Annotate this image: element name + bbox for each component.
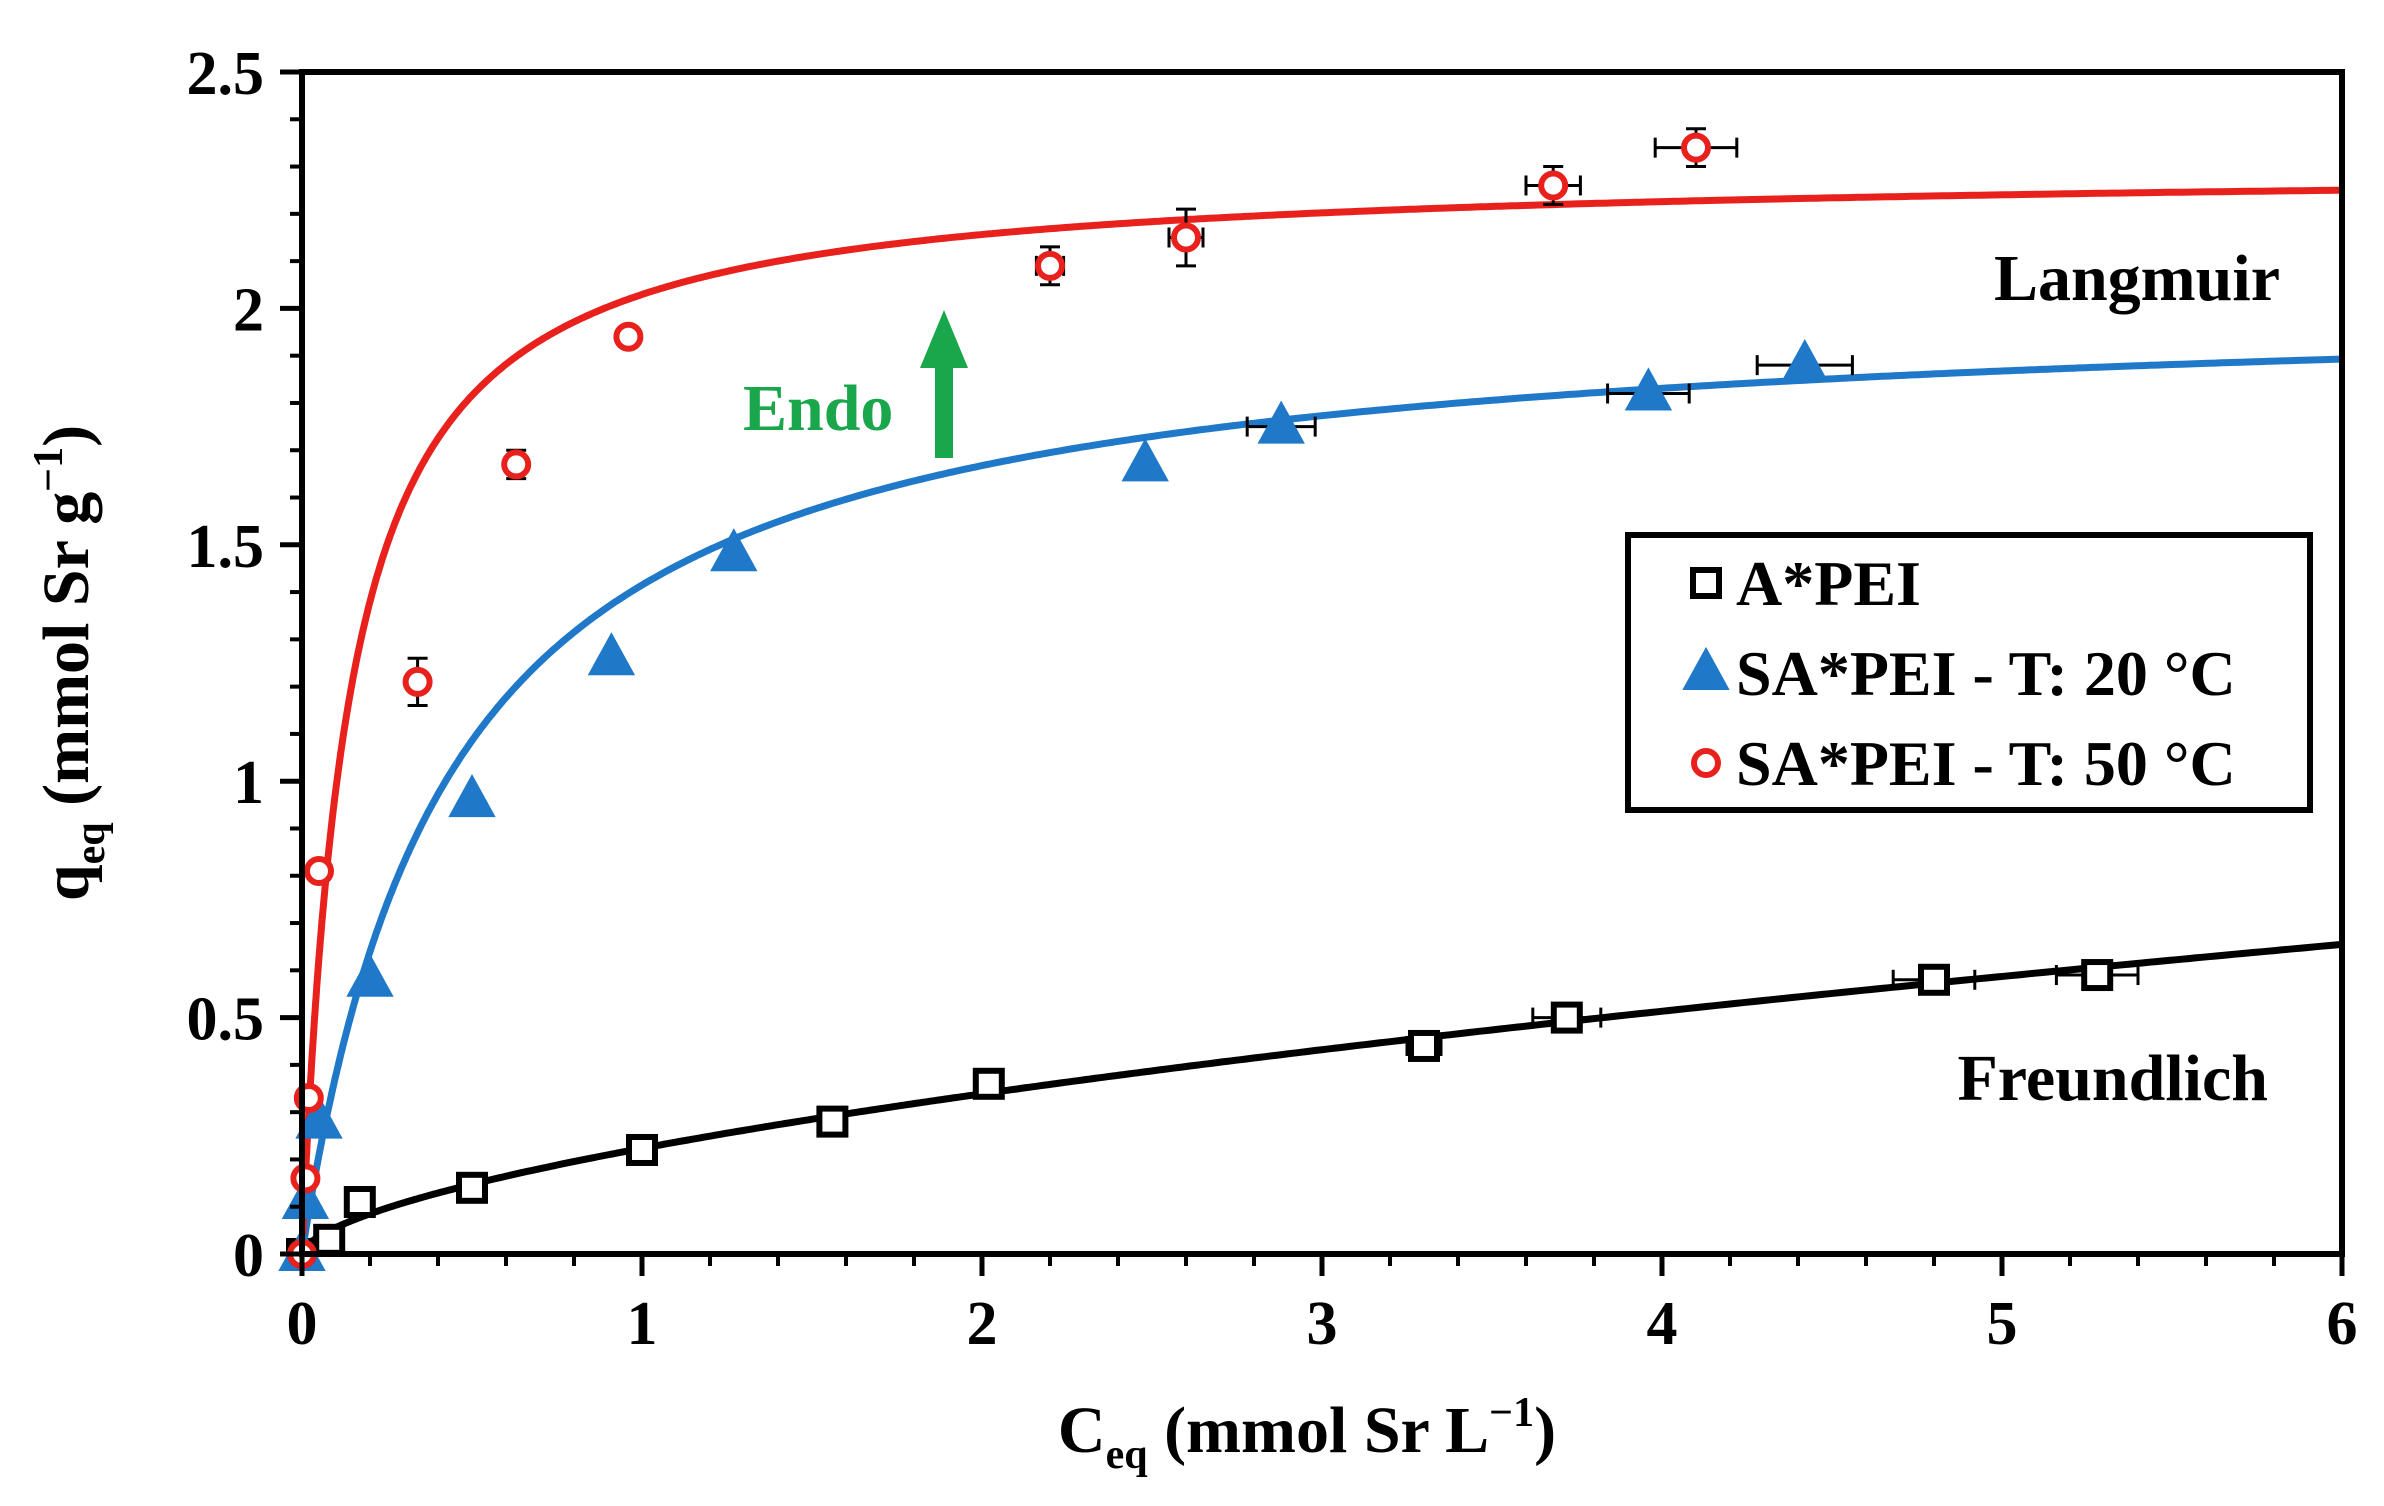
apei-data-point xyxy=(456,1171,488,1204)
apei-data-point xyxy=(2081,959,2114,992)
sapei-50c-data-point xyxy=(613,321,644,352)
legend-box xyxy=(1625,532,2313,813)
sapei-50c-data-point xyxy=(402,666,433,697)
x-tick-label: 2 xyxy=(967,1290,998,1358)
legend-label-sapei-50: SA*PEI - T: 50 °C xyxy=(1736,728,2236,799)
x-tick-label: 6 xyxy=(2327,1290,2358,1358)
y-tick-label: 0 xyxy=(233,1222,264,1290)
x-axis-ticks: 0 1 2 3 4 5 6 xyxy=(287,1254,2358,1358)
apei-data-point xyxy=(1918,963,1950,996)
data-markers xyxy=(278,132,2114,1271)
sapei-50c-data-point xyxy=(501,449,532,480)
x-tick-label: 0 xyxy=(287,1290,318,1358)
x-tick-label: 3 xyxy=(1307,1290,1338,1358)
sapei-20c-data-point xyxy=(1624,367,1673,411)
y-tick-label: 1 xyxy=(233,749,264,817)
y-tick-label: 1.5 xyxy=(187,513,265,581)
apei-data-point xyxy=(626,1133,658,1166)
sapei-50c-data-point xyxy=(290,1163,321,1194)
y-tick-label: 0.5 xyxy=(187,986,265,1054)
sapei-20c-data-point xyxy=(1121,438,1169,482)
legend-label-sapei-20: SA*PEI - T: 20 °C xyxy=(1736,638,2236,709)
y-tick-label: 2 xyxy=(233,276,264,344)
legend-markers xyxy=(1682,567,1730,778)
endo-arrow-icon xyxy=(920,310,968,458)
legend-label-apei: A*PEI xyxy=(1736,548,1921,619)
legend-circle-icon xyxy=(1691,748,1721,778)
sapei-50c-data-point xyxy=(1538,170,1569,201)
y-axis-title: qeq (mmol Sr g−1) xyxy=(26,425,114,901)
sapei-50c-data-point xyxy=(1035,250,1065,281)
langmuir-fit-line xyxy=(298,186,2343,1254)
y-tick-label: 2.5 xyxy=(187,40,265,108)
apei-data-point xyxy=(816,1105,849,1138)
endo-arrow-head xyxy=(920,310,968,368)
apei-data-point xyxy=(972,1067,1005,1100)
apei-data-point xyxy=(343,1185,376,1218)
sapei-20c-data-point xyxy=(346,953,394,997)
sapei-50c-data-point xyxy=(1171,222,1201,253)
x-tick-label: 5 xyxy=(1987,1290,2018,1358)
x-tick-label: 1 xyxy=(627,1290,658,1358)
apei-data-point xyxy=(1408,1029,1440,1062)
sapei-20c-data-point xyxy=(448,774,496,818)
sapei-50c-data-point xyxy=(304,856,334,887)
legend-triangle-icon xyxy=(1682,646,1730,690)
y-axis-ticks: 0 0.5 1 1.5 2 2.5 xyxy=(187,40,302,1290)
sapei-20c-data-point xyxy=(587,632,636,676)
freundlich-label: Freundlich xyxy=(1957,1042,2268,1115)
x-tick-label: 4 xyxy=(1647,1290,1678,1358)
sapei-20c-data-point xyxy=(710,528,758,572)
apei-data-point xyxy=(1550,1001,1583,1034)
sapei-20c-data-point xyxy=(295,1095,343,1139)
apei-data-point xyxy=(313,1223,346,1256)
sapei-50c-data-point xyxy=(1681,132,1711,163)
sapei-20c-data-point xyxy=(1781,339,1829,383)
x-axis-title: Ceq (mmol Sr L−1) xyxy=(1058,1390,1556,1478)
langmuir-label: Langmuir xyxy=(1994,242,2280,315)
sapei-20c-data-point xyxy=(1257,400,1305,444)
legend: A*PEI SA*PEI - T: 20 °C SA*PEI - T: 50 °… xyxy=(1625,532,2313,813)
endo-label: Endo xyxy=(743,372,893,445)
legend-square-icon xyxy=(1690,567,1722,599)
endo-arrow-shaft xyxy=(935,362,953,458)
